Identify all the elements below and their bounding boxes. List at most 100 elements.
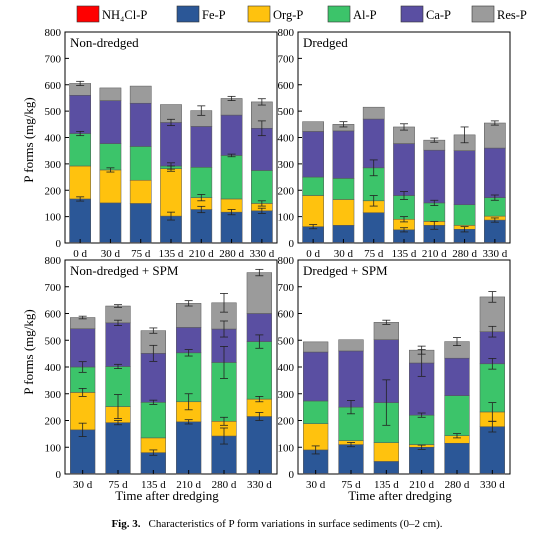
y-tick-label: 600 [45,80,62,92]
y-tick-label: 800 [278,27,295,39]
x-tick-label: 135 d [141,479,166,491]
legend-label-fe-p: Fe-P [202,8,226,22]
bar-segment-fe-p [129,203,152,243]
bar-segment-ca-p [70,328,96,368]
bar-segment-fe-p [444,442,470,474]
bar-segment-fe-p [362,212,385,243]
bar-segment-ca-p [453,150,476,206]
y-tick-label: 600 [278,80,295,92]
bar-segment-org-p [99,169,122,204]
y-tick-label: 500 [278,106,295,118]
bar-segment-res-p [99,87,122,101]
y-tick-label: 800 [45,255,62,267]
panel-dredged: 0 100 200 300 400 500 600 700 800 0 d 30 d 75 d 135 … [278,27,511,260]
legend-label-al-p: Al-P [353,8,377,22]
x-tick-label: 0 d [306,248,320,260]
bar-segment-ca-p [338,350,364,408]
bar-segment-fe-p [69,198,91,243]
y-tick-label: 200 [45,416,62,428]
y-tick-label: 100 [278,212,295,224]
x-axis-title-left: Time after dredging [115,488,219,503]
bar-segment-ca-p [332,130,355,179]
y-tick-label: 200 [45,185,62,197]
x-tick-label: 330 d [247,479,272,491]
y-tick-label: 0 [289,469,295,481]
bar-segment-org-p [160,168,182,217]
y-tick-label: 200 [278,416,295,428]
bar-segment-org-p [332,199,355,226]
x-tick-label: 330 d [480,479,505,491]
bar-segment-al-p [251,170,273,204]
y-tick-label: 100 [278,442,295,454]
panel-title: Dredged + SPM [303,263,388,278]
bar-segment-ca-p [302,131,324,178]
legend-swatch-ca-p [400,5,424,23]
x-tick-label: 30 d [306,479,326,491]
bar-segment-ca-p [444,357,470,396]
y-axis-title-top: P forms (mg/kg) [21,97,36,182]
y-tick-label: 300 [45,389,62,401]
y-tick-label: 800 [45,27,62,39]
bar-segment-fe-p [176,421,202,474]
y-tick-label: 400 [278,133,295,145]
y-tick-label: 300 [45,159,62,171]
x-tick-label: 280 d [445,479,470,491]
x-tick-label: 210 d [189,248,214,260]
x-tick-label: 280 d [219,248,244,260]
y-tick-label: 200 [278,185,295,197]
bar-segment-res-p [373,322,399,340]
legend-label-ca-p: Ca-P [426,8,451,22]
bar-segment-ca-p [303,351,329,402]
y-tick-label: 400 [45,362,62,374]
bar-segment-res-p [484,122,506,149]
bar-segment-res-p [338,339,364,352]
panel-title: Dredged [303,35,348,50]
bar-segment-al-p [99,143,122,171]
figure-caption: Fig. 3. Characteristics of P form variat… [111,514,442,531]
y-tick-label: 800 [278,255,295,267]
bar-segment-ca-p [190,126,213,168]
bar-segment-al-p [190,167,213,198]
panel-non-dredged: 0 100 200 300 400 500 600 700 800 0 d 30 d 75 d 135 … [45,27,278,260]
y-tick-label: 400 [278,362,295,374]
bar-segment-ca-p [105,322,131,367]
plot-frame [64,259,278,475]
bar-segment-al-p [140,402,166,439]
x-tick-label: 30 d [73,479,93,491]
y-tick-label: 100 [45,442,62,454]
plot-frame [297,259,511,475]
bar-segment-res-p [479,296,505,332]
x-tick-label: 280 d [452,248,477,260]
bar-segment-fe-p [479,426,505,474]
bar-segment-org-p [302,195,324,227]
panel-non-dredged-spm: 0 100 200 300 400 500 600 700 800 30 d 75 d 135 d 21… [45,255,278,491]
y-tick-label: 500 [278,335,295,347]
bar-segment-ca-p [423,149,446,204]
y-tick-label: 600 [45,309,62,321]
caption-label: Fig. 3. [111,518,140,530]
y-tick-label: 0 [56,238,62,250]
x-tick-label: 330 d [482,248,507,260]
y-tick-label: 300 [278,159,295,171]
x-tick-label: 135 d [159,248,184,260]
bar-segment-al-p [302,176,324,196]
bar-segment-res-p [302,121,324,132]
bar-segment-ca-p [393,143,415,196]
panel-title: Non-dredged [70,35,139,50]
bar-segment-ca-p [484,147,506,198]
bar-segment-al-p [409,414,435,445]
y-tick-label: 400 [45,133,62,145]
bar-segment-ca-p [99,100,122,144]
x-tick-label: 210 d [409,479,434,491]
y-axis-title-bottom: P forms (mg/kg) [21,309,36,394]
bar-segment-ca-p [129,102,152,147]
x-tick-label: 210 d [422,248,447,260]
x-tick-label: 210 d [176,479,201,491]
bar-segment-al-p [303,400,329,424]
y-tick-label: 500 [45,106,62,118]
bar-segment-fe-p [338,444,364,474]
bar-segment-res-p [129,85,152,104]
bar-segment-fe-p [99,202,122,243]
bar-segment-ca-p [176,327,202,354]
y-tick-label: 0 [56,469,62,481]
